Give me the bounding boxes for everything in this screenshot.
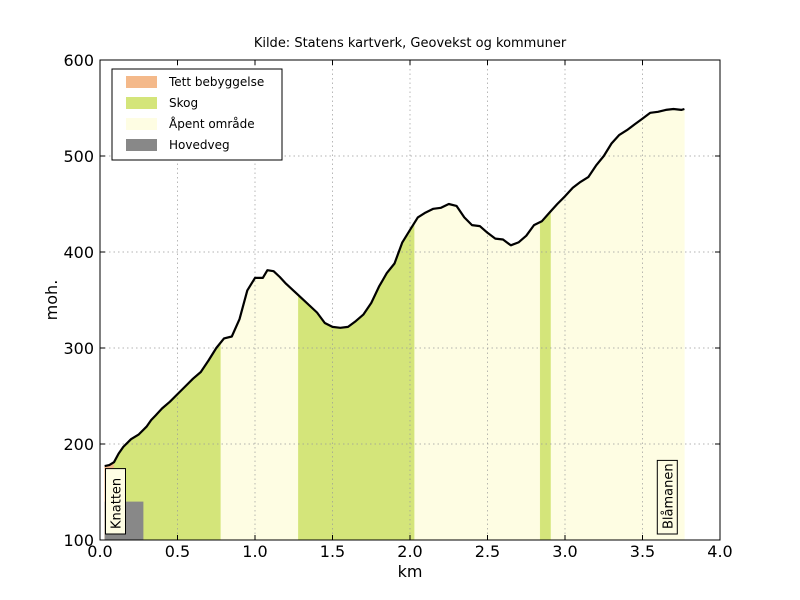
legend-swatch-0 bbox=[126, 76, 157, 88]
legend-swatch-3 bbox=[126, 139, 157, 151]
legend: Tett bebyggelse Skog Åpent område Hovedveg bbox=[111, 68, 283, 161]
place-label-text-0: Knatten bbox=[110, 478, 125, 529]
x-tick-label-3: 1.5 bbox=[320, 542, 345, 561]
elevation-profile-line bbox=[104, 107, 685, 468]
landcover-area-5 bbox=[539, 210, 552, 541]
x-tick-label-0: 0.0 bbox=[87, 542, 112, 561]
x-tick-label-8: 4.0 bbox=[707, 542, 732, 561]
y-tick-label-1: 200 bbox=[63, 435, 94, 454]
x-tick-label-6: 3.0 bbox=[552, 542, 577, 561]
chart-title: Kilde: Statens kartverk, Geovekst og kom… bbox=[254, 36, 567, 51]
y-tick-label-2: 300 bbox=[63, 339, 94, 358]
x-tick-label-7: 3.5 bbox=[630, 542, 655, 561]
place-label-1: Blåmanen bbox=[656, 459, 678, 535]
legend-label-1: Skog bbox=[169, 96, 198, 110]
legend-swatch-1 bbox=[126, 97, 157, 109]
legend-label-0: Tett bebyggelse bbox=[168, 75, 264, 89]
y-tick-label-0: 100 bbox=[63, 531, 94, 550]
place-label-text-1: Blåmanen bbox=[661, 463, 676, 529]
place-label-box-1 bbox=[656, 459, 678, 535]
y-tick-label-3: 400 bbox=[63, 243, 94, 262]
x-tick-label-5: 2.5 bbox=[475, 542, 500, 561]
y-axis-label: moh. bbox=[42, 280, 61, 321]
place-label-0: Knatten bbox=[105, 468, 126, 535]
legend-swatch-2 bbox=[126, 118, 157, 130]
x-tick-label-2: 1.0 bbox=[242, 542, 267, 561]
landcover-area-4 bbox=[414, 203, 541, 541]
plot-area: Knatten Blåmanen 0.0 0.5 1.0 1.5 2.0 2.5 3.0 3.5 4… bbox=[63, 51, 732, 561]
legend-label-3: Hovedveg bbox=[169, 138, 230, 152]
y-tick-label-5: 600 bbox=[63, 51, 94, 70]
x-tick-label-4: 2.0 bbox=[397, 542, 422, 561]
x-tick-label-1: 0.5 bbox=[165, 542, 190, 561]
y-tick-label-4: 500 bbox=[63, 147, 94, 166]
x-axis-label: km bbox=[398, 562, 423, 581]
place-label-box-0 bbox=[105, 468, 126, 535]
legend-label-2: Åpent område bbox=[169, 116, 255, 131]
